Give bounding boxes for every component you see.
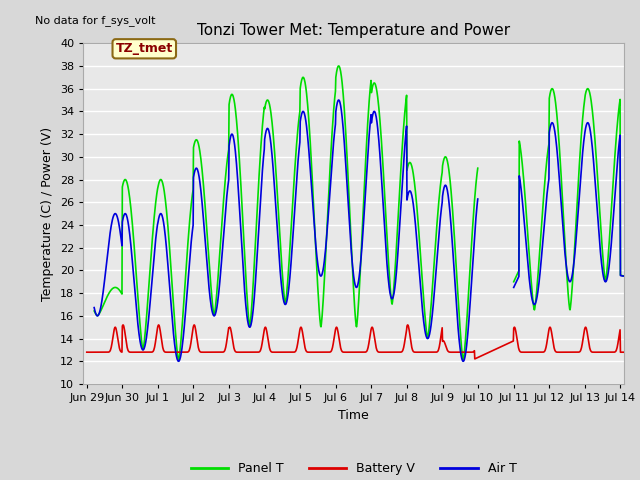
Title: Tonzi Tower Met: Temperature and Power: Tonzi Tower Met: Temperature and Power: [197, 23, 510, 38]
Text: No data for f_sys_volt: No data for f_sys_volt: [35, 15, 155, 25]
X-axis label: Time: Time: [338, 408, 369, 421]
Y-axis label: Temperature (C) / Power (V): Temperature (C) / Power (V): [42, 127, 54, 300]
Text: TZ_tmet: TZ_tmet: [116, 42, 173, 55]
Legend: Panel T, Battery V, Air T: Panel T, Battery V, Air T: [186, 457, 522, 480]
